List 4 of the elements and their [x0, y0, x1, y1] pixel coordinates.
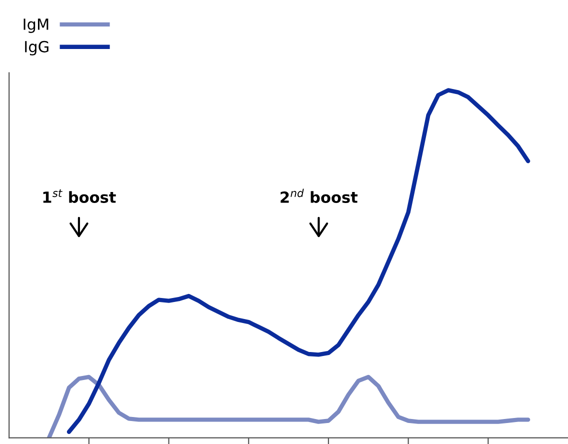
legend-label: IgM [24, 18, 48, 33]
annotation: 1$^{st}$ boost [43, 189, 116, 203]
annotation: 2$^{nd}$ boost [280, 188, 358, 203]
legend-label: IgG [25, 40, 48, 56]
